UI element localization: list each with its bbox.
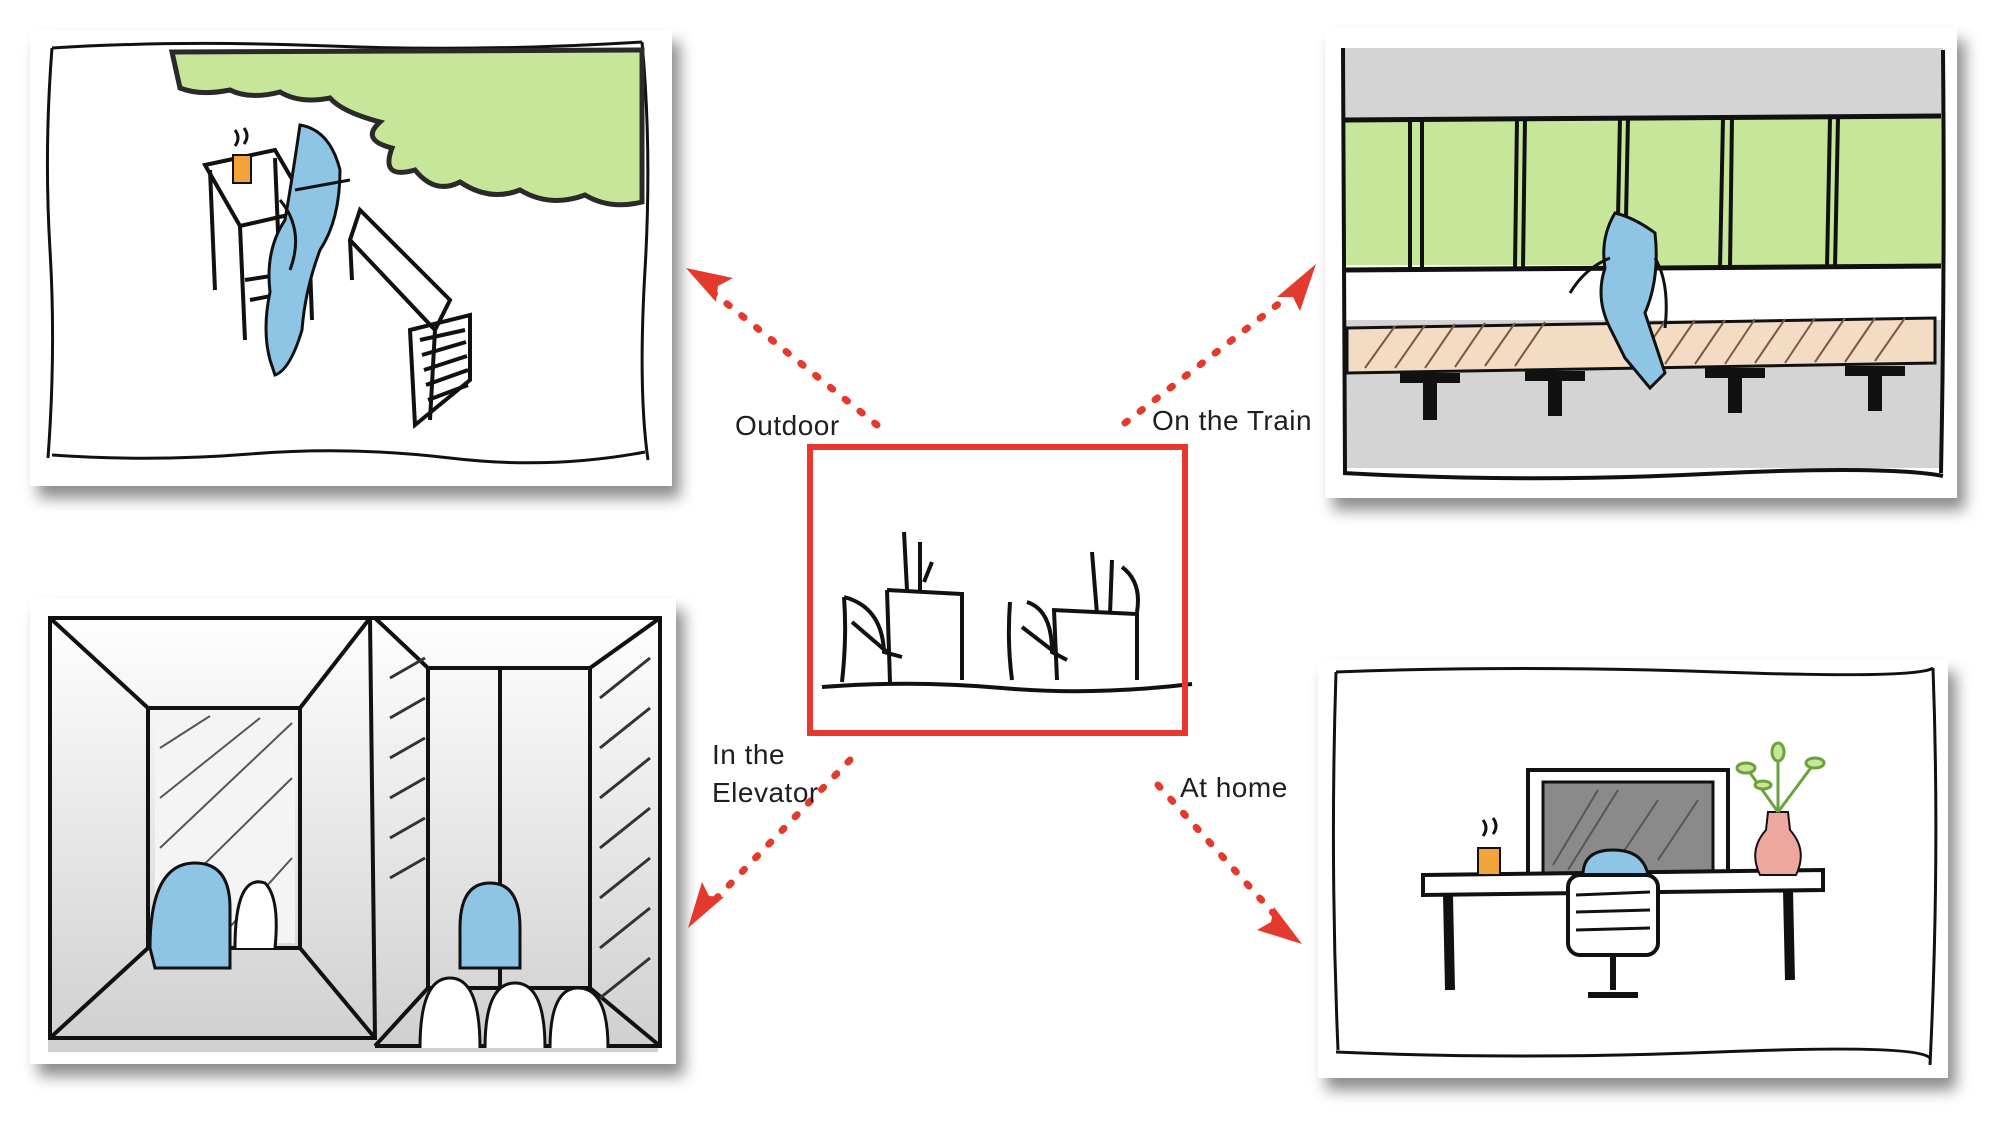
arrow-head-icon — [686, 268, 733, 302]
office-desk-sketch — [821, 531, 1193, 694]
on-the-train-label: On the Train — [1152, 405, 1313, 436]
person-figure — [148, 861, 232, 970]
outdoor-scene-panel — [30, 30, 672, 486]
home-sketch — [1331, 666, 1938, 1066]
home-scene-panel — [1318, 660, 1948, 1078]
arrow-head-icon — [1277, 264, 1316, 311]
center-office-panel — [792, 442, 1214, 758]
elevator-label-line1: In the — [712, 739, 786, 770]
train-sketch — [1341, 47, 1946, 481]
elevator-label-line2: Elevator — [712, 777, 819, 808]
center-highlight-frame — [807, 444, 1188, 736]
cup — [1477, 847, 1501, 876]
outdoor-sketch — [45, 40, 650, 465]
outdoor-label: Outdoor — [735, 410, 840, 441]
elevator-scene-panel — [30, 598, 676, 1064]
vase — [1754, 811, 1802, 876]
train-scene-panel — [1325, 28, 1957, 498]
arrow-to-outdoor — [706, 286, 881, 429]
person-figure — [1599, 211, 1667, 391]
arrow-to-train — [1121, 291, 1294, 427]
person-figure — [1581, 848, 1650, 877]
in-the-elevator-label: In the Elevator — [712, 736, 819, 812]
tree-foliage — [168, 47, 645, 208]
cup — [232, 154, 252, 184]
person-figure — [458, 881, 522, 970]
at-home-label: At home — [1180, 772, 1288, 803]
arrow-to-elevator — [706, 756, 854, 909]
arrow-head-icon — [688, 882, 724, 928]
elevator-sketch — [48, 612, 662, 1052]
arrow-head-icon — [1257, 907, 1302, 944]
